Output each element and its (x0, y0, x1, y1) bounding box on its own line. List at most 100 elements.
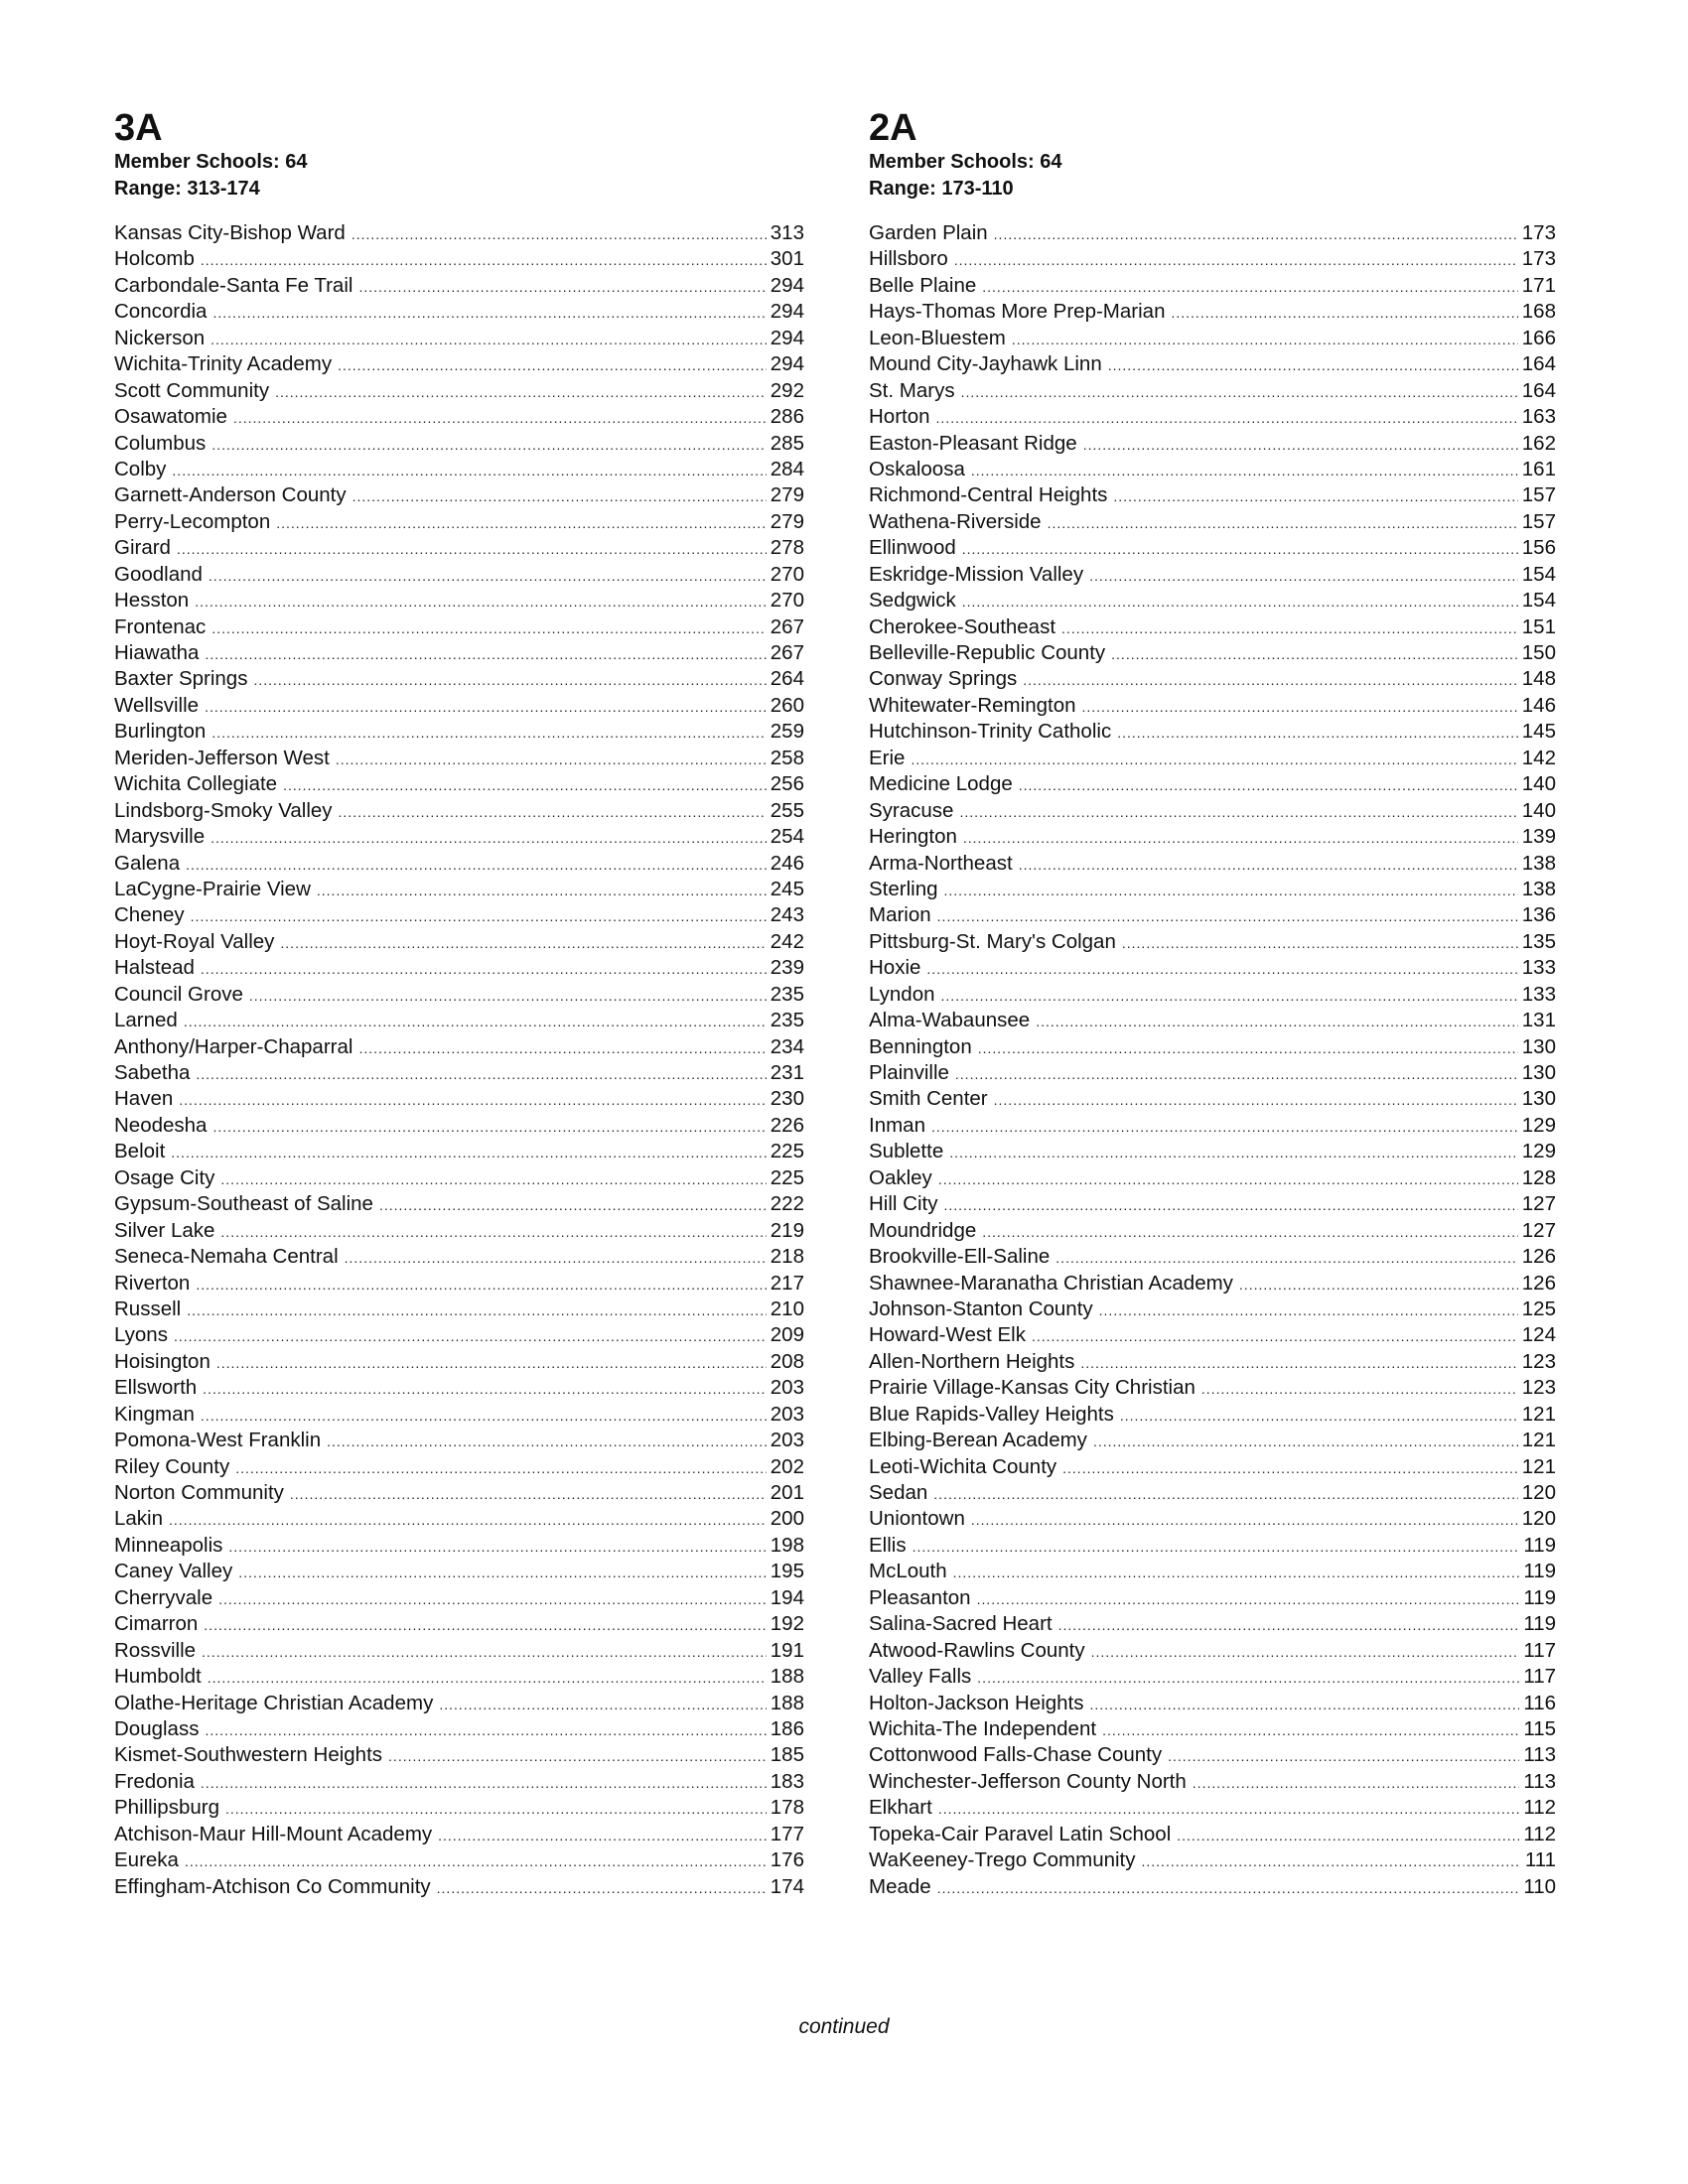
school-name: Winchester-Jefferson County North (869, 1769, 1187, 1793)
dot-leader: ........................................… (208, 567, 767, 584)
enrollment-value: 284 (770, 457, 804, 480)
enrollment-value: 145 (1521, 720, 1556, 744)
school-name: Beloit (114, 1140, 166, 1163)
school-name: Concordia (114, 300, 208, 324)
school-name: Easton-Pleasant Ridge (869, 431, 1077, 455)
dot-leader: ........................................… (169, 1512, 767, 1529)
enrollment-value: 135 (1521, 929, 1556, 953)
school-name: Howard-West Elk (869, 1323, 1026, 1347)
school-row: Halstead................................… (114, 955, 804, 981)
dot-leader: ........................................… (936, 908, 1518, 925)
enrollment-value: 279 (770, 509, 804, 533)
enrollment-value: 168 (1521, 300, 1556, 324)
dot-leader: ........................................… (436, 1879, 767, 1896)
dot-leader: ........................................… (1238, 1276, 1518, 1293)
school-row: Kismet-Southwestern Heights.............… (114, 1742, 804, 1768)
enrollment-value: 120 (1521, 1507, 1556, 1531)
enrollment-value: 270 (770, 589, 804, 613)
enrollment-value: 243 (770, 903, 804, 927)
enrollment-value: 267 (770, 641, 804, 664)
school-row: Norton Community........................… (114, 1480, 804, 1506)
school-name: Oskaloosa (869, 457, 965, 480)
dot-leader: ........................................… (218, 1590, 767, 1607)
school-name: Pomona-West Franklin (114, 1429, 322, 1452)
member-schools-count: Member Schools: 64 (869, 151, 1062, 173)
school-name: Sedan (869, 1481, 928, 1504)
dot-leader: ........................................… (207, 1670, 767, 1687)
school-name: Mound City-Jayhawk Linn (869, 352, 1102, 376)
dot-leader: ........................................… (943, 1197, 1517, 1214)
dot-leader: ........................................… (1098, 1301, 1518, 1318)
enrollment-value: 138 (1521, 851, 1556, 875)
school-row: Medicine Lodge..........................… (869, 771, 1556, 797)
school-name: Conway Springs (869, 667, 1018, 691)
school-name: Haven (114, 1087, 174, 1111)
school-row: Leoti-Wichita County....................… (869, 1454, 1556, 1480)
dot-leader: ........................................… (954, 1066, 1518, 1082)
school-row: Burlington..............................… (114, 719, 804, 745)
school-name: Leoti-Wichita County (869, 1454, 1057, 1478)
school-name: Galena (114, 851, 181, 875)
school-name: Larned (114, 1009, 178, 1032)
dot-leader: ........................................… (1102, 1721, 1520, 1738)
school-row: Marysville..............................… (114, 824, 804, 850)
enrollment-value: 139 (1521, 825, 1556, 849)
enrollment-value: 188 (770, 1665, 804, 1689)
dot-leader: ........................................… (195, 594, 767, 611)
school-name: Inman (869, 1113, 925, 1137)
dot-leader: ........................................… (211, 331, 767, 347)
school-name: Fredonia (114, 1769, 195, 1793)
dot-leader: ........................................… (200, 1774, 767, 1791)
school-row: Minneapolis.............................… (114, 1533, 804, 1559)
enrollment-value: 231 (770, 1061, 804, 1084)
school-row: Hillsboro...............................… (869, 246, 1556, 272)
school-row: Eskridge-Mission Valley.................… (869, 562, 1556, 588)
enrollment-value: 110 (1523, 1874, 1556, 1898)
enrollment-value: 151 (1521, 614, 1556, 638)
enrollment-value: 157 (1521, 483, 1556, 507)
enrollment-value: 163 (1521, 405, 1556, 429)
school-row: Girard..................................… (114, 535, 804, 561)
dot-leader: ........................................… (358, 278, 767, 295)
dot-leader: ........................................… (961, 541, 1518, 558)
school-name: Syracuse (869, 798, 954, 822)
school-name: Smith Center (869, 1087, 988, 1111)
enrollment-value: 285 (770, 431, 804, 455)
enrollment-value: 136 (1521, 903, 1556, 927)
enrollment-value: 222 (770, 1192, 804, 1216)
school-name: Columbus (114, 431, 207, 455)
enrollment-value: 264 (770, 667, 804, 691)
enrollment-value: 294 (770, 300, 804, 324)
enrollment-value: 148 (1521, 667, 1556, 691)
school-row: Bennington..............................… (869, 1034, 1556, 1060)
school-name: Cheney (114, 903, 185, 927)
school-name: Pittsburg-St. Mary's Colgan (869, 929, 1116, 953)
school-row: Holton-Jackson Heights..................… (869, 1691, 1556, 1716)
continued-note: continued (798, 2015, 890, 2038)
enrollment-value: 203 (770, 1402, 804, 1426)
school-row: Winchester-Jefferson County North.......… (869, 1769, 1556, 1795)
school-row: Belleville-Republic County..............… (869, 640, 1556, 666)
school-name: Hiawatha (114, 641, 200, 664)
school-name: Belleville-Republic County (869, 641, 1106, 664)
school-name: Belle Plaine (869, 273, 977, 297)
dot-leader: ........................................… (171, 1145, 767, 1161)
enrollment-value: 174 (770, 1874, 804, 1898)
dot-leader: ........................................… (235, 1459, 767, 1476)
school-name: Elbing-Berean Academy (869, 1429, 1087, 1452)
enrollment-value: 161 (1521, 457, 1556, 480)
dot-leader: ........................................… (196, 1276, 767, 1293)
school-row: Sabetha.................................… (114, 1060, 804, 1086)
school-name: Hillsboro (869, 247, 948, 271)
enrollment-value: 119 (1523, 1533, 1556, 1557)
dot-leader: ........................................… (936, 1879, 1520, 1896)
school-name: Norton Community (114, 1481, 284, 1504)
dot-leader: ........................................… (1082, 436, 1518, 453)
enrollment-value: 142 (1521, 746, 1556, 769)
school-row: Carbondale-Santa Fe Trail...............… (114, 273, 804, 299)
school-row: Lyons...................................… (114, 1322, 804, 1348)
school-row: Oakley..................................… (869, 1165, 1556, 1191)
enrollment-value: 301 (770, 247, 804, 271)
school-row: Larned..................................… (114, 1008, 804, 1033)
school-row: Moundridge..............................… (869, 1218, 1556, 1244)
